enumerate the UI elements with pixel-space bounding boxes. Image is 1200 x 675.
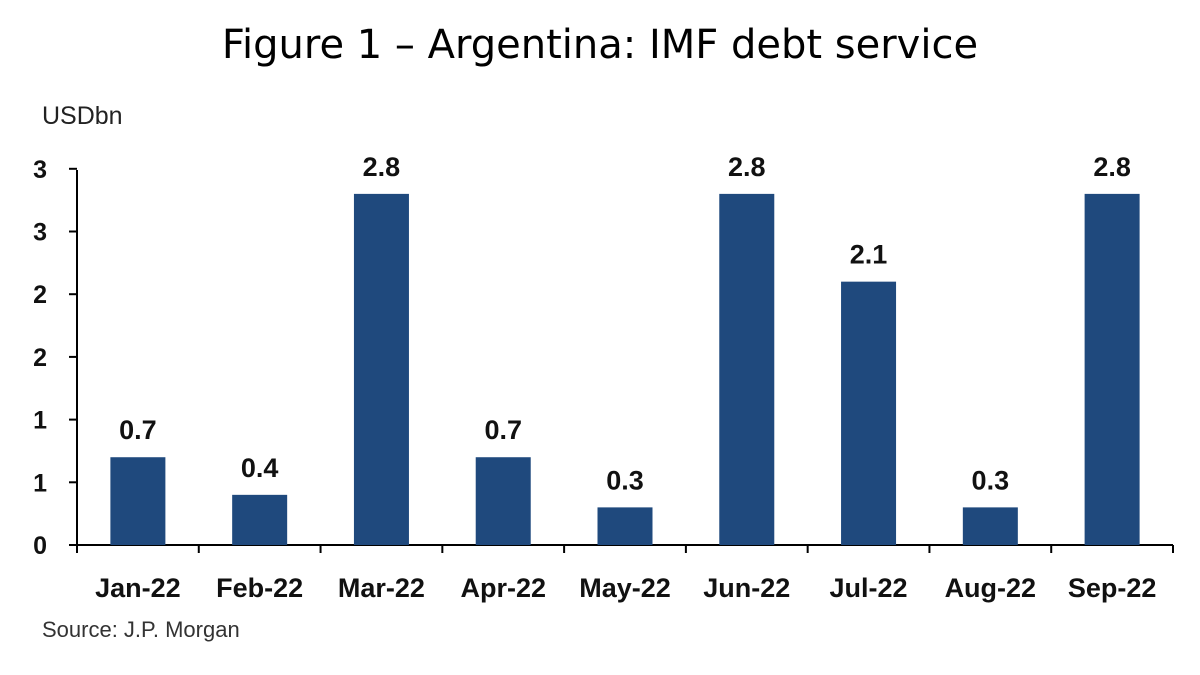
bar-may-22	[597, 507, 653, 545]
y-axis-unit-label: USDbn	[42, 102, 123, 130]
bar-jun-22	[719, 193, 775, 545]
data-label: 2.8	[1093, 152, 1131, 182]
y-tick-label: 1	[33, 407, 47, 435]
x-tick-label: Feb-22	[216, 573, 303, 603]
bar-jan-22	[110, 457, 166, 545]
x-tick-label: Jul-22	[830, 573, 908, 603]
x-tick-label: Jun-22	[703, 573, 790, 603]
bar-sep-22	[1084, 193, 1140, 545]
bar-aug-22	[962, 507, 1018, 545]
bar-mar-22	[353, 193, 409, 545]
y-tick-label: 3	[33, 219, 47, 247]
data-label: 0.7	[484, 415, 522, 445]
x-tick-label: Sep-22	[1068, 573, 1157, 603]
x-tick-label: Apr-22	[460, 573, 546, 603]
y-tick-label: 2	[33, 344, 47, 372]
data-label: 2.1	[850, 240, 888, 270]
x-tick-label: Aug-22	[945, 573, 1037, 603]
y-tick-label: 0	[33, 532, 47, 560]
data-label: 0.3	[606, 465, 644, 495]
chart-title: Figure 1 – Argentina: IMF debt service	[221, 22, 979, 68]
source-note: Source: J.P. Morgan	[42, 617, 240, 642]
data-label: 0.3	[972, 465, 1010, 495]
x-tick-label: Mar-22	[338, 573, 425, 603]
bar-apr-22	[475, 457, 531, 545]
y-tick-label: 1	[33, 469, 47, 497]
data-label: 2.8	[363, 152, 401, 182]
data-label: 0.7	[119, 415, 157, 445]
bar-feb-22	[232, 494, 288, 545]
x-tick-label: May-22	[579, 573, 671, 603]
data-label: 2.8	[728, 152, 766, 182]
x-tick-label: Jan-22	[95, 573, 181, 603]
y-tick-label: 3	[33, 156, 47, 184]
y-tick-label: 2	[33, 281, 47, 309]
bar-jul-22	[841, 281, 897, 545]
data-label: 0.4	[241, 453, 279, 483]
